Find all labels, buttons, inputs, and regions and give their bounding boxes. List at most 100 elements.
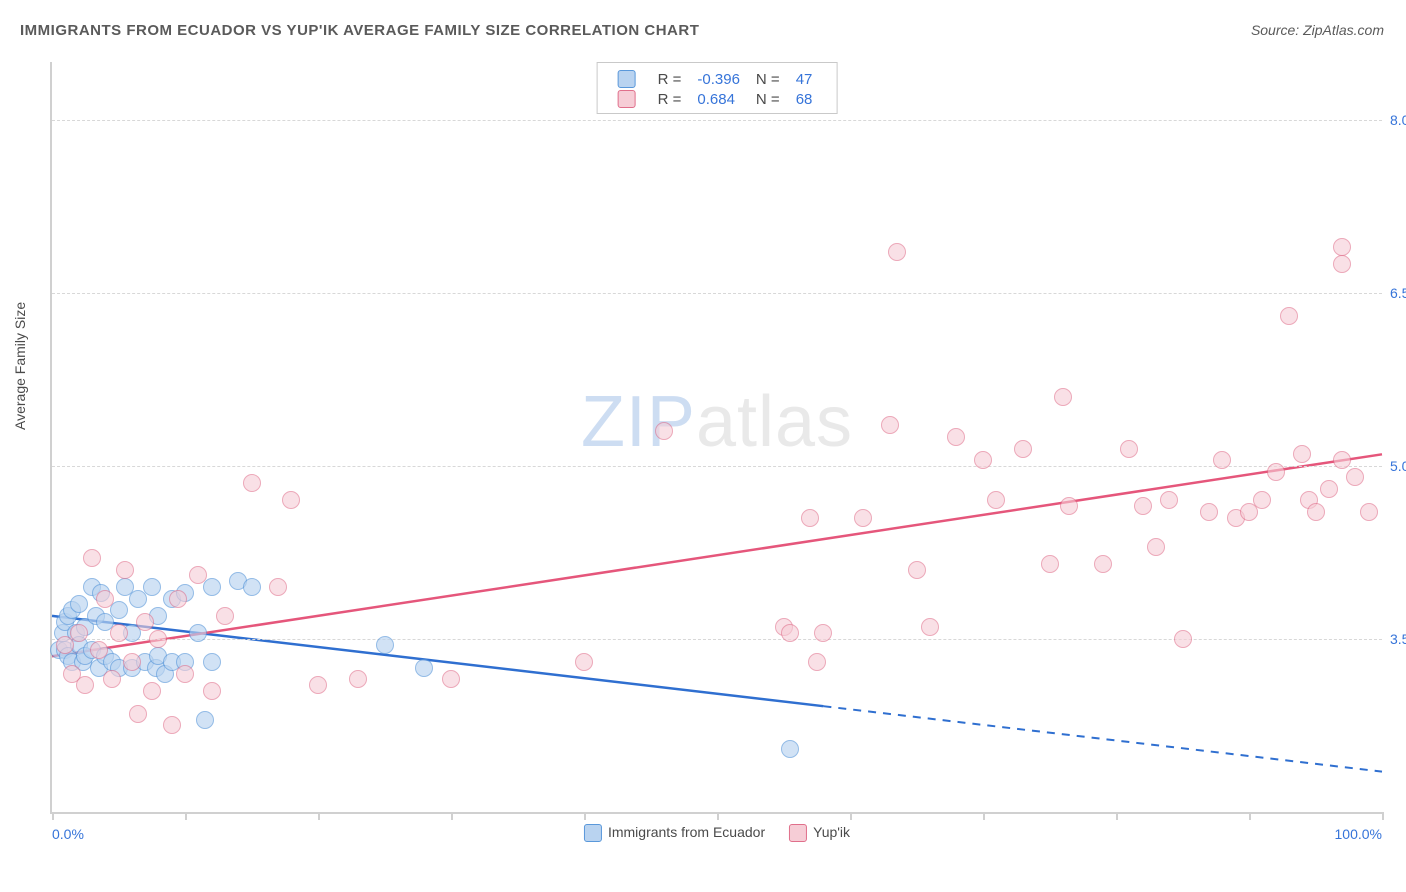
legend-item-2: Yup'ik (789, 824, 850, 842)
scatter-point (189, 566, 207, 584)
scatter-point (83, 549, 101, 567)
x-tick (1382, 812, 1384, 820)
scatter-point (96, 590, 114, 608)
scatter-point (1253, 491, 1271, 509)
scatter-point (129, 705, 147, 723)
scatter-point (203, 653, 221, 671)
scatter-point (987, 491, 1005, 509)
scatter-point (123, 653, 141, 671)
scatter-point (908, 561, 926, 579)
legend-label-1: Immigrants from Ecuador (608, 824, 765, 840)
x-tick (451, 812, 453, 820)
r-label-2: R = (650, 89, 690, 109)
stat-row-series1: R = -0.396 N = 47 (610, 69, 821, 89)
scatter-point (814, 624, 832, 642)
scatter-point (1147, 538, 1165, 556)
x-tick (1249, 812, 1251, 820)
swatch-series1 (618, 70, 636, 88)
scatter-point (90, 641, 108, 659)
y-tick-label: 8.00 (1390, 112, 1406, 128)
scatter-point (136, 613, 154, 631)
x-axis-label-min: 0.0% (52, 826, 84, 842)
legend-bottom: Immigrants from Ecuador Yup'ik (584, 824, 850, 842)
scatter-point (1333, 238, 1351, 256)
scatter-point (116, 561, 134, 579)
scatter-point (1134, 497, 1152, 515)
scatter-point (1213, 451, 1231, 469)
scatter-point (349, 670, 367, 688)
scatter-point (163, 716, 181, 734)
source-value: ZipAtlas.com (1303, 22, 1384, 38)
x-tick (52, 812, 54, 820)
scatter-point (1060, 497, 1078, 515)
x-tick (983, 812, 985, 820)
scatter-point (415, 659, 433, 677)
scatter-point (1041, 555, 1059, 573)
scatter-point (1280, 307, 1298, 325)
y-axis-title: Average Family Size (12, 302, 28, 430)
x-tick (1116, 812, 1118, 820)
scatter-point (1333, 451, 1351, 469)
legend-swatch-1 (584, 824, 602, 842)
x-tick (584, 812, 586, 820)
trend-lines-layer (52, 62, 1382, 812)
stat-table: R = -0.396 N = 47 R = 0.684 N = 68 (610, 69, 821, 109)
legend-label-2: Yup'ik (813, 824, 850, 840)
r-value-2: 0.684 (689, 89, 748, 109)
scatter-point (808, 653, 826, 671)
swatch-series2 (618, 90, 636, 108)
x-tick (850, 812, 852, 820)
n-label-1: N = (748, 69, 788, 89)
scatter-point (1174, 630, 1192, 648)
scatter-point (189, 624, 207, 642)
scatter-point (1054, 388, 1072, 406)
scatter-point (143, 682, 161, 700)
scatter-point (269, 578, 287, 596)
n-label-2: N = (748, 89, 788, 109)
source-label: Source: (1251, 22, 1299, 38)
scatter-point (1014, 440, 1032, 458)
scatter-point (947, 428, 965, 446)
scatter-point (1160, 491, 1178, 509)
gridline-h (52, 120, 1382, 121)
trend-line-dashed (823, 706, 1382, 771)
gridline-h (52, 466, 1382, 467)
scatter-point (70, 624, 88, 642)
y-tick-label: 6.50 (1390, 285, 1406, 301)
scatter-point (203, 682, 221, 700)
x-tick (717, 812, 719, 820)
correlation-stat-box: R = -0.396 N = 47 R = 0.684 N = 68 (597, 62, 838, 114)
legend-swatch-2 (789, 824, 807, 842)
scatter-point (781, 740, 799, 758)
scatter-point (1094, 555, 1112, 573)
scatter-point (655, 422, 673, 440)
legend-item-1: Immigrants from Ecuador (584, 824, 765, 842)
scatter-point (921, 618, 939, 636)
scatter-point (282, 491, 300, 509)
scatter-point (1200, 503, 1218, 521)
x-axis-label-max: 100.0% (1335, 826, 1382, 842)
scatter-point (442, 670, 460, 688)
y-tick-label: 5.00 (1390, 458, 1406, 474)
scatter-point (801, 509, 819, 527)
r-label-1: R = (650, 69, 690, 89)
x-tick (318, 812, 320, 820)
source-attribution: Source: ZipAtlas.com (1251, 22, 1384, 38)
r-value-1: -0.396 (689, 69, 748, 89)
scatter-point (1293, 445, 1311, 463)
scatter-point (143, 578, 161, 596)
scatter-point (1346, 468, 1364, 486)
scatter-point (1320, 480, 1338, 498)
scatter-point (149, 630, 167, 648)
scatter-plot-area: ZIPatlas R = -0.396 N = 47 R = 0.684 N =… (50, 62, 1382, 814)
scatter-point (103, 670, 121, 688)
scatter-point (974, 451, 992, 469)
x-tick (185, 812, 187, 820)
stat-row-series2: R = 0.684 N = 68 (610, 89, 821, 109)
scatter-point (169, 590, 187, 608)
scatter-point (1333, 255, 1351, 273)
scatter-point (243, 578, 261, 596)
scatter-point (1267, 463, 1285, 481)
n-value-2: 68 (788, 89, 821, 109)
scatter-point (1360, 503, 1378, 521)
